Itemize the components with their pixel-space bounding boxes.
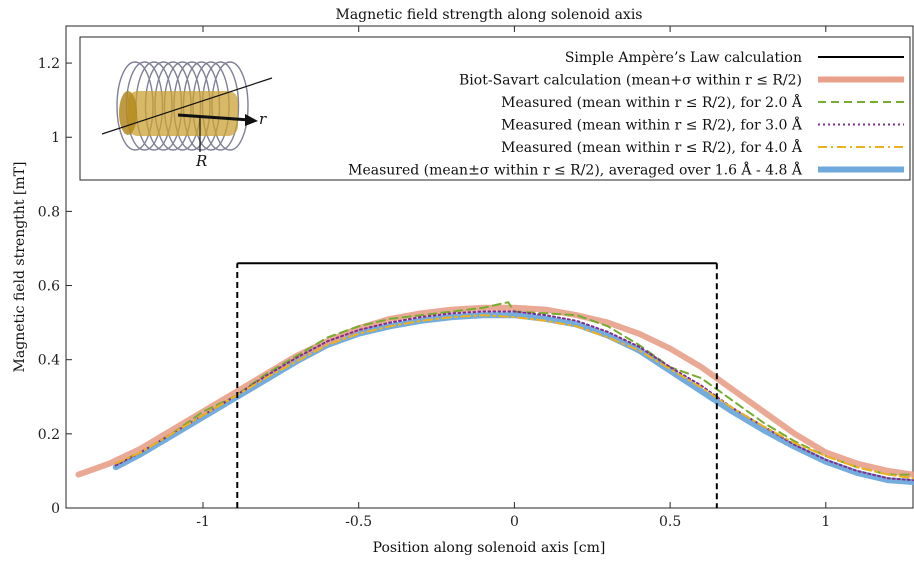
legend-label: Measured (mean±σ within r ≤ R/2), averag… <box>348 161 803 179</box>
legend: Simple Ampère’s Law calculation Biot-Sava… <box>348 50 904 179</box>
inset-label-r: r <box>259 110 267 128</box>
series-line-1 <box>75 304 914 478</box>
x-tick-label: 0 <box>510 514 519 530</box>
x-tick-label: -1 <box>196 514 210 530</box>
legend-label: Measured (mean within r ≤ R/2), for 4.0 … <box>501 138 803 156</box>
x-tick-label: 0.5 <box>659 514 681 530</box>
y-tick-label: 0.2 <box>38 427 60 443</box>
x-tick-label: 1 <box>821 514 830 530</box>
plot-area-frame <box>65 25 914 509</box>
radius-arrowhead <box>245 114 258 126</box>
inset-label-R: R <box>195 152 207 170</box>
y-axis-label: Magnetic field strengtht [mT] <box>12 162 28 373</box>
legend-label: Simple Ampère’s Law calculation <box>565 50 802 66</box>
series-line-5 <box>112 312 914 485</box>
solenoid-inset-illustration: r R <box>101 61 273 170</box>
y-tick-label: 0 <box>51 501 60 517</box>
legend-label: Measured (mean within r ≤ R/2), for 3.0 … <box>501 116 803 134</box>
solenoid-axis-line <box>101 77 273 135</box>
solenoid-core-end <box>119 91 137 135</box>
series-layer <box>75 262 914 508</box>
legend-label: Measured (mean within r ≤ R/2), for 2.0 … <box>501 93 803 111</box>
solenoid-core <box>128 91 238 136</box>
x-axis-label: Position along solenoid axis [cm] <box>373 540 606 556</box>
chart-title: Magnetic field strength along solenoid a… <box>335 7 642 23</box>
y-tick-label: 1 <box>51 130 60 146</box>
radius-vector-arrow <box>177 113 251 122</box>
y-tick-label: 0.4 <box>38 353 60 369</box>
y-tick-label: 0.6 <box>38 279 60 295</box>
y-tick-label: 1.2 <box>38 56 60 72</box>
series-line-4 <box>114 314 914 480</box>
axis-ticks: -1 -0.5 0 0.5 1 0 0.2 0.4 0.6 0.8 1 1.2 <box>38 26 830 530</box>
x-tick-label: -0.5 <box>345 514 372 530</box>
legend-label: Biot-Savart calculation (mean+σ within r… <box>459 73 802 89</box>
y-tick-label: 0.8 <box>38 204 60 220</box>
